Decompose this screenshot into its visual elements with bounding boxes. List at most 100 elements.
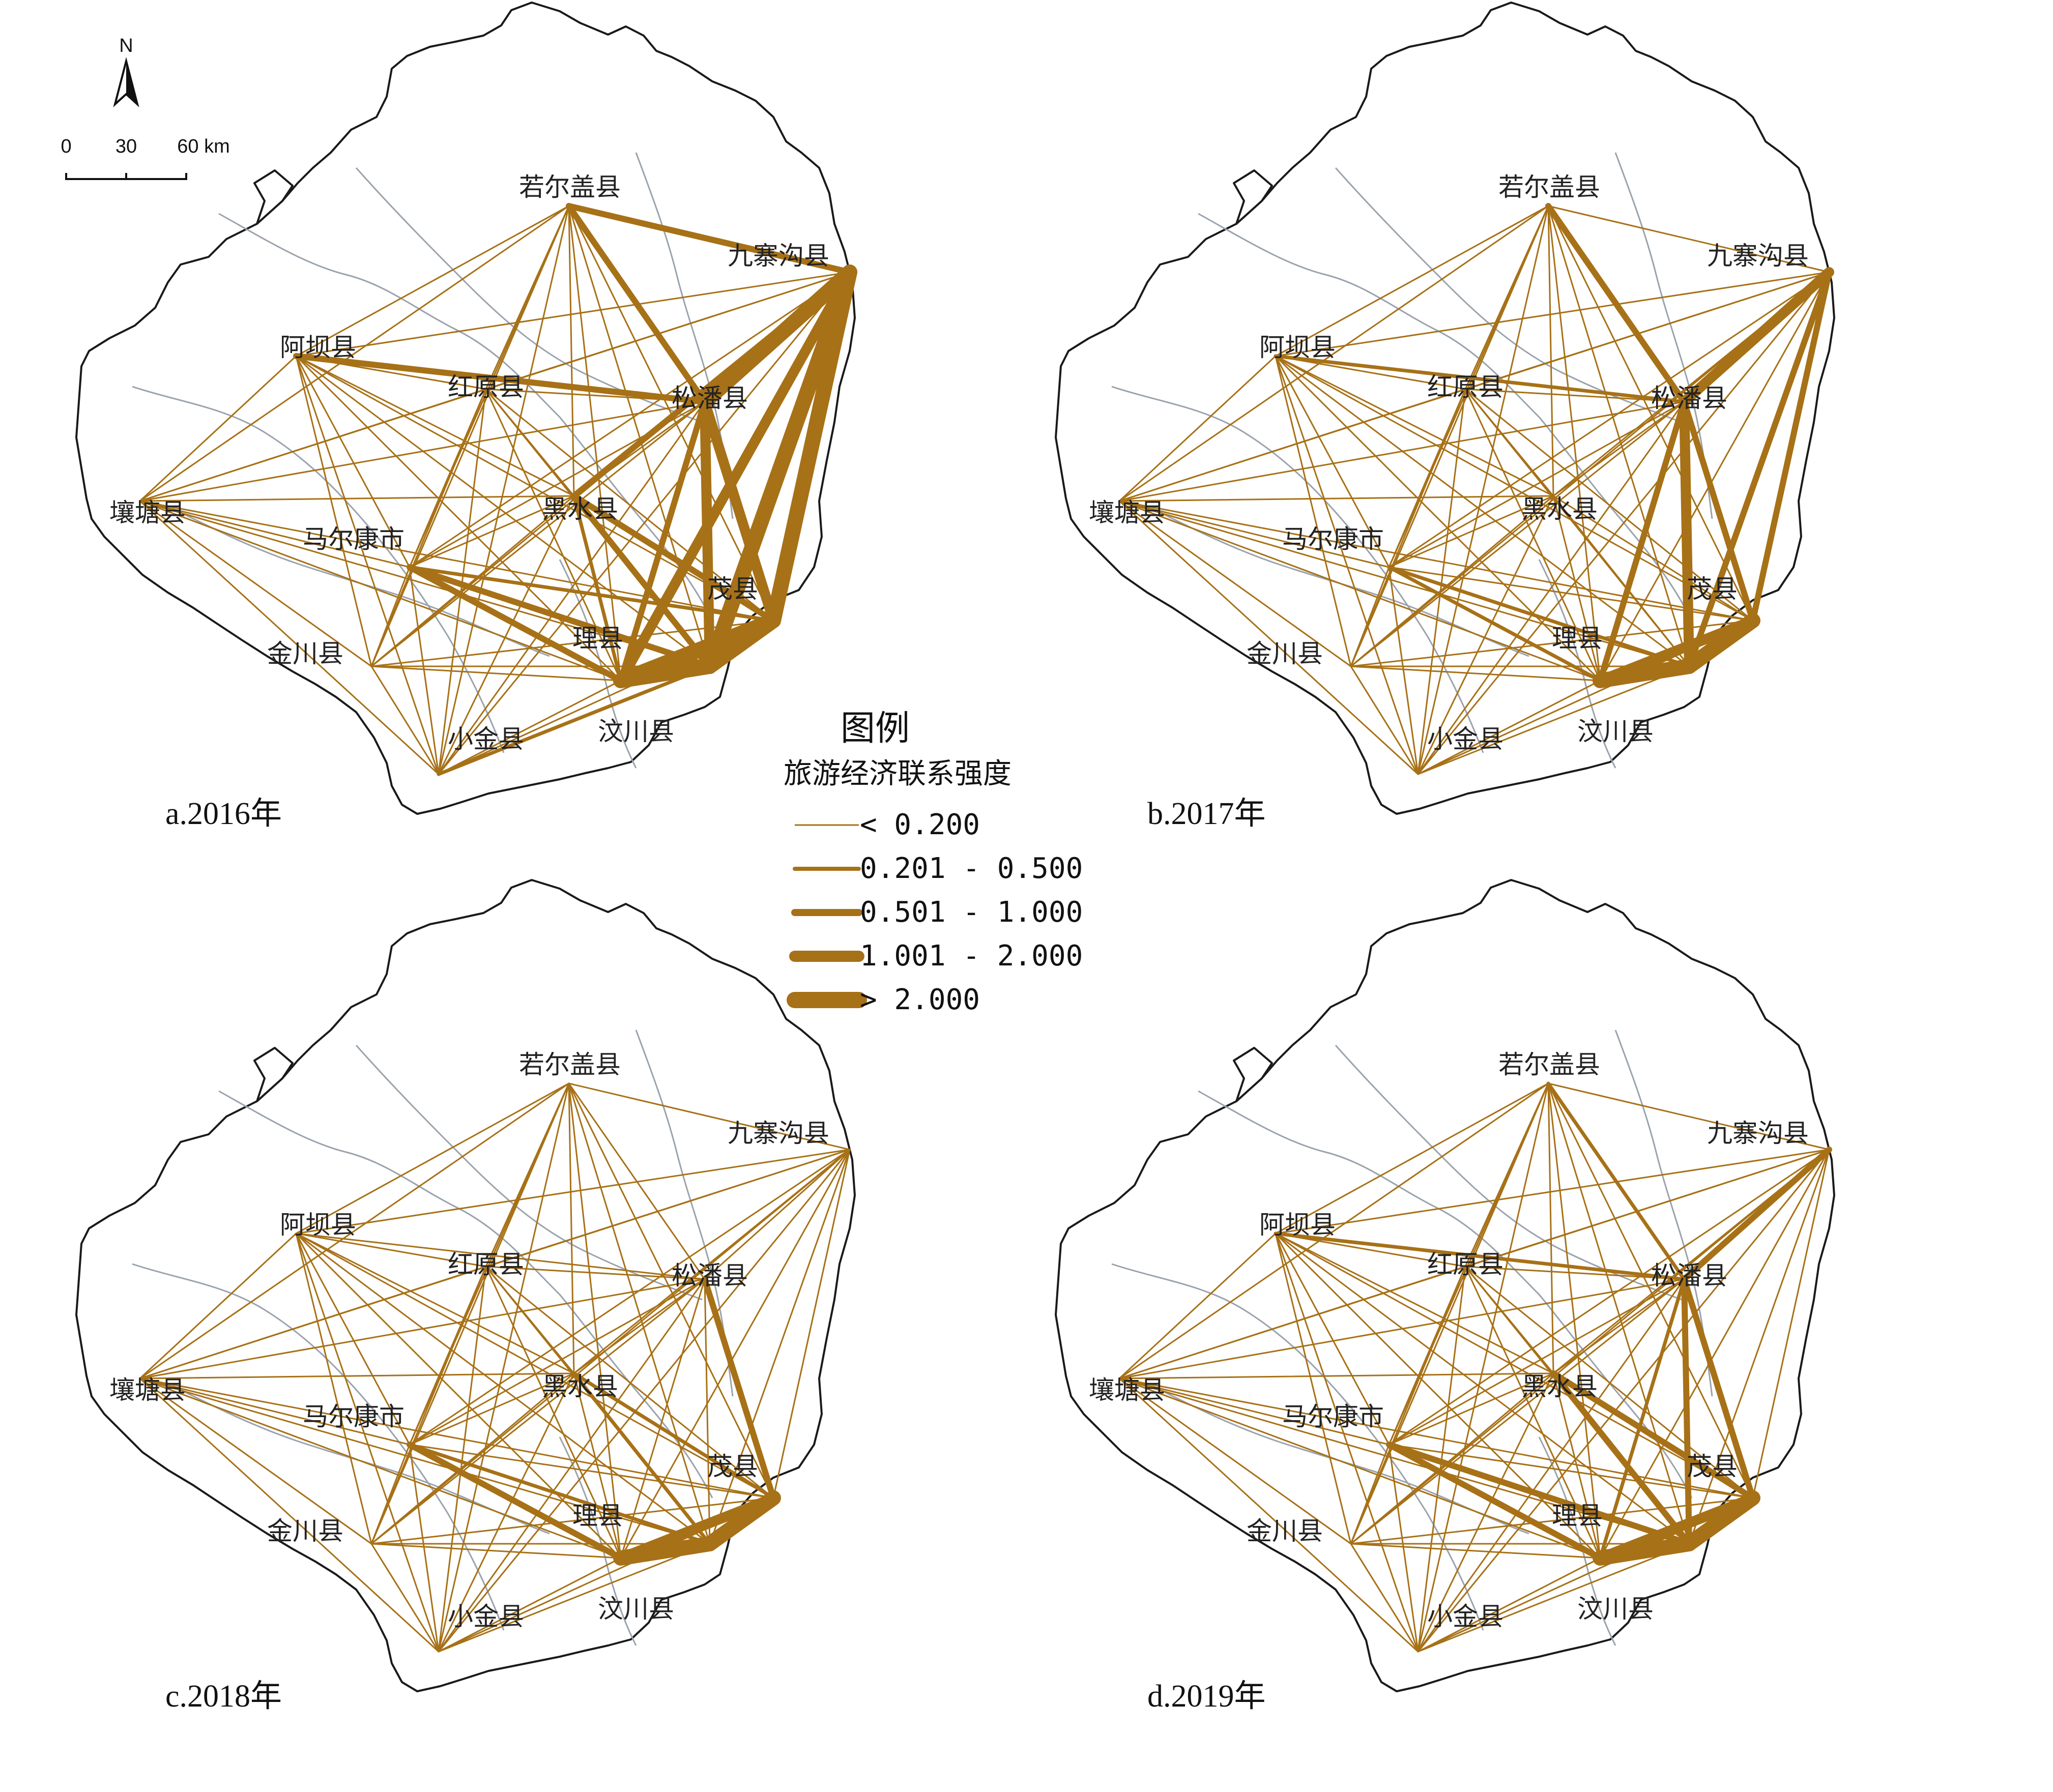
county-label: 壤塘县 <box>109 498 186 527</box>
link-line <box>568 1082 851 1151</box>
county-label: 阿坝县 <box>280 333 356 362</box>
county-label: 九寨沟县 <box>1707 1119 1809 1148</box>
county-label: 汶川县 <box>598 717 674 746</box>
link-line <box>1599 271 1830 682</box>
county-label: 若尔盖县 <box>519 1050 621 1079</box>
link-line <box>1275 355 1419 775</box>
link-line <box>1274 1231 1686 1281</box>
link-line <box>370 1543 440 1653</box>
link-line <box>1681 399 1756 624</box>
link-line <box>1688 1149 1830 1545</box>
county-label: 茂县 <box>707 1452 758 1481</box>
link-line <box>1547 205 1690 667</box>
link-line <box>1417 1082 1549 1653</box>
link-line <box>139 1082 570 1379</box>
link-line <box>370 665 622 682</box>
link-line <box>1417 1372 1554 1653</box>
link-line <box>409 1149 851 1446</box>
link-line <box>1388 1372 1554 1446</box>
link-line <box>1275 205 1549 357</box>
county-label: 小金县 <box>1427 724 1503 754</box>
link-line <box>1552 495 1754 622</box>
county-label: 若尔盖县 <box>1498 172 1600 202</box>
link-line <box>1275 355 1352 667</box>
link-line <box>1118 500 1352 667</box>
county-label: 理县 <box>1552 624 1603 653</box>
link-line <box>1118 388 1466 502</box>
link-line <box>1681 1147 1832 1282</box>
county-label: 松潘县 <box>672 384 748 413</box>
link-line <box>1350 401 1685 667</box>
link-line <box>1679 397 1694 671</box>
link-line <box>370 388 487 667</box>
link-line <box>295 355 411 568</box>
county-label: 马尔康市 <box>1282 524 1384 554</box>
link-line <box>772 1149 851 1499</box>
link-line <box>295 1232 372 1545</box>
link-line <box>409 1444 774 1499</box>
link-line <box>409 566 440 775</box>
legend-row-2: 0.201 - 0.500 <box>793 852 1083 885</box>
link-line <box>1275 1232 1419 1653</box>
link-line <box>438 680 622 775</box>
link-line <box>1552 1278 1685 1374</box>
link-line <box>1118 1266 1466 1379</box>
link-line <box>1417 665 1690 775</box>
link-line <box>1275 355 1601 682</box>
link-line <box>1417 1278 1685 1653</box>
county-label: 松潘县 <box>1651 1261 1727 1290</box>
county-label: 若尔盖县 <box>1498 1050 1600 1079</box>
link-line <box>613 659 717 688</box>
link-line <box>572 494 623 683</box>
link-line <box>139 495 575 502</box>
county-label: 金川县 <box>267 639 343 668</box>
link-line <box>1388 495 1554 568</box>
link-line <box>485 1266 706 1280</box>
link-line <box>1552 401 1685 497</box>
link-line <box>568 1082 711 1545</box>
link-line <box>1388 401 1685 568</box>
north-arrow: N <box>113 35 139 107</box>
link-line <box>1417 495 1554 775</box>
link-line <box>1681 1276 1692 1547</box>
county-label: 阿坝县 <box>1259 1210 1336 1240</box>
county-label: 金川县 <box>1247 1516 1323 1546</box>
link-line <box>1350 1266 1466 1545</box>
legend-label: 1.001 - 2.000 <box>860 939 1083 973</box>
link-line <box>438 1082 570 1653</box>
link-line <box>1599 1149 1830 1559</box>
link-line <box>1350 665 1419 775</box>
link-network <box>139 1082 851 1653</box>
link-line <box>1118 401 1685 502</box>
link-line <box>1547 205 1830 273</box>
link-line <box>139 500 411 568</box>
link-line <box>1275 271 1830 357</box>
link-line <box>370 1497 774 1545</box>
link-line <box>1417 205 1549 775</box>
link-line <box>139 401 706 502</box>
link-line <box>139 1232 297 1379</box>
link-line <box>1118 1082 1549 1379</box>
link-line <box>295 1232 622 1559</box>
link-line <box>1679 267 1834 407</box>
link-line <box>572 1371 775 1500</box>
link-line <box>1546 1081 1686 1281</box>
county-label: 壤塘县 <box>1089 498 1165 527</box>
link-line <box>1118 1377 1390 1446</box>
county-label: 阿坝县 <box>1259 333 1336 362</box>
link-line <box>295 1149 851 1235</box>
link-line <box>485 1266 622 1559</box>
link-line <box>1275 1232 1466 1268</box>
county-label: 小金县 <box>448 1602 524 1631</box>
link-line <box>370 1543 622 1559</box>
link-line <box>1387 565 1691 668</box>
link-line <box>1350 665 1601 682</box>
link-line <box>1275 355 1554 497</box>
county-label: 理县 <box>572 624 623 653</box>
link-line <box>295 1232 440 1653</box>
link-network <box>1118 203 1834 775</box>
link-line <box>702 613 781 674</box>
